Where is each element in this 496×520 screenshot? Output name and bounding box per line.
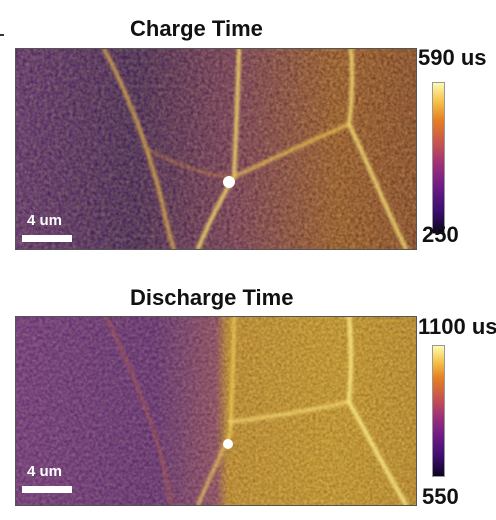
charge-colorbar-max-label: 590 us	[418, 45, 487, 70]
charge-time-title: Charge Time	[130, 16, 263, 41]
discharge-colorbar-max-label: 1100 us	[418, 314, 496, 339]
discharge-time-title: Discharge Time	[130, 285, 294, 310]
corner-mark	[0, 34, 4, 36]
discharge-time-map	[15, 316, 417, 506]
discharge-scale-label: 4 um	[27, 463, 63, 480]
discharge-colorbar-min-label: 550	[422, 484, 459, 509]
charge-colorbar	[432, 82, 445, 234]
discharge-scale-bar	[22, 486, 72, 493]
charge-scale-bar	[22, 235, 72, 242]
charge-colorbar-min-label: 250	[422, 222, 459, 247]
charge-time-map	[15, 48, 417, 250]
charge-scale-label: 4 um	[27, 212, 63, 229]
discharge-colorbar	[432, 345, 445, 477]
